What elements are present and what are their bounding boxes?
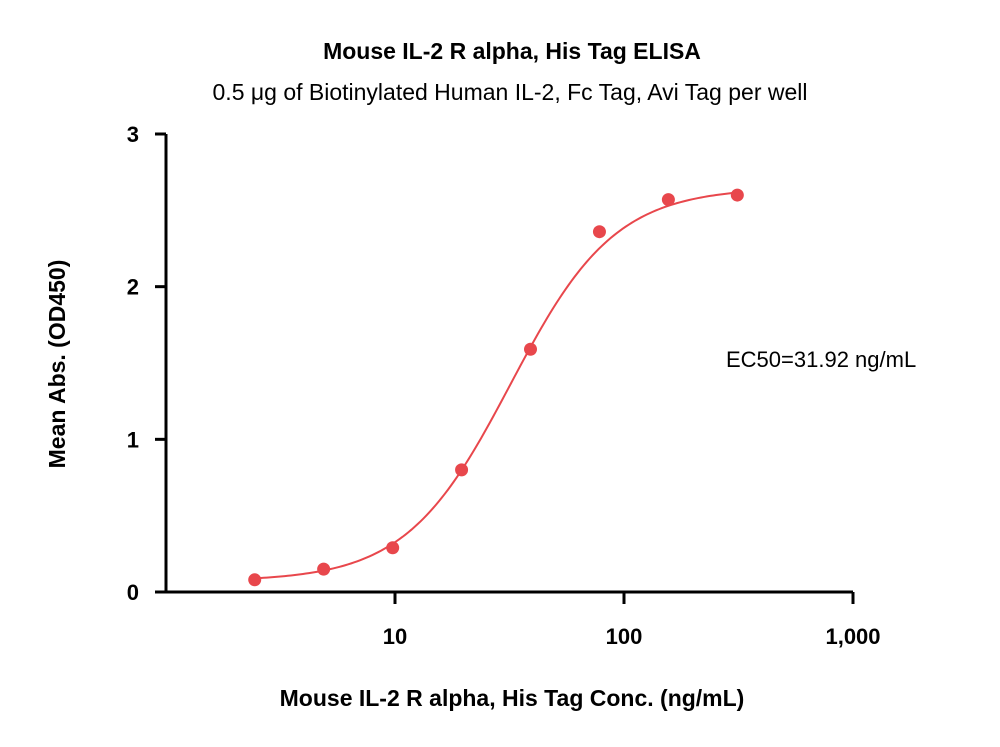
fit-curve xyxy=(254,191,738,580)
x-ticks: 10 100 1,000 xyxy=(383,592,881,649)
y-tick-label: 1 xyxy=(127,427,139,452)
axes xyxy=(164,134,853,594)
x-tick-label: 100 xyxy=(606,624,643,649)
chart-subtitle: 0.5 μg of Biotinylated Human IL-2, Fc Ta… xyxy=(213,79,808,105)
y-tick-label: 3 xyxy=(127,122,139,147)
data-point xyxy=(661,193,675,207)
data-point xyxy=(455,463,469,477)
data-point xyxy=(386,541,400,555)
x-axis-label: Mouse IL-2 R alpha, His Tag Conc. (ng/mL… xyxy=(280,685,745,711)
ec50-annotation: EC50=31.92 ng/mL xyxy=(726,347,916,372)
x-tick-label: 10 xyxy=(383,624,407,649)
y-tick-label: 0 xyxy=(127,580,139,605)
data-point xyxy=(524,342,538,356)
x-tick-label: 1,000 xyxy=(825,624,880,649)
data-point xyxy=(317,562,331,576)
y-axis-label: Mean Abs. (OD450) xyxy=(44,260,70,469)
chart-title: Mouse IL-2 R alpha, His Tag ELISA xyxy=(323,38,701,64)
data-point xyxy=(592,225,606,239)
y-tick-label: 2 xyxy=(127,275,139,300)
y-ticks: 0 1 2 3 xyxy=(127,122,166,605)
data-points xyxy=(248,188,744,587)
data-point xyxy=(730,188,744,202)
data-point xyxy=(248,573,262,587)
